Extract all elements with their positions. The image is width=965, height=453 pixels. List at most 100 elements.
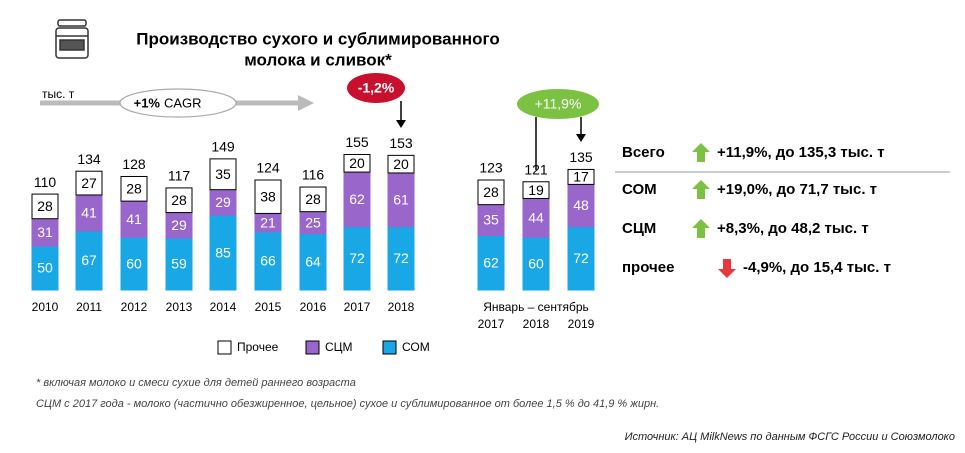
bar-segment — [567, 183, 595, 228]
total-label: 134 — [77, 151, 101, 167]
summary-change: +8,3%, до 48,2 тыс. т — [717, 220, 869, 237]
bar-segment — [477, 204, 505, 236]
segment-label: 72 — [349, 250, 365, 266]
total-label: 153 — [389, 135, 413, 151]
bar-segment — [567, 168, 595, 185]
x-tick-label: 2010 — [32, 300, 59, 314]
bar-segment — [31, 193, 59, 220]
x-tick-label: 2018 — [388, 300, 415, 314]
bar-segment — [75, 170, 103, 196]
segment-label: 38 — [260, 188, 276, 204]
total-label: 124 — [256, 160, 280, 176]
bar-segment — [477, 179, 505, 206]
segment-label: 28 — [305, 191, 321, 207]
legend-label: СЦМ — [325, 340, 353, 354]
segment-label: 35 — [215, 166, 231, 182]
legend: Прочее СЦМ СОМ — [217, 340, 430, 355]
segment-label: 20 — [393, 156, 409, 172]
direction-arrow — [718, 259, 736, 278]
bar-segment — [165, 212, 193, 239]
x-tick-label: 2016 — [300, 300, 327, 314]
segment-label: 60 — [126, 255, 142, 271]
summary-change: +19,0%, до 71,7 тыс. т — [717, 181, 877, 198]
segment-label: 50 — [37, 260, 53, 276]
bar-segment — [299, 186, 327, 213]
total-label: 110 — [34, 174, 57, 190]
bar-segment — [75, 194, 103, 232]
segment-label: 28 — [171, 192, 187, 208]
change-2018: -1,2% — [358, 80, 395, 96]
x-tick-label: 2013 — [166, 300, 193, 314]
segment-label: 66 — [260, 253, 276, 269]
bar-segment — [343, 153, 371, 173]
summary-change: -4,9%, до 15,4 тыс. т — [743, 259, 891, 276]
segment-label: 85 — [215, 244, 231, 260]
segment-label: 27 — [81, 175, 97, 191]
total-label: 116 — [302, 167, 325, 183]
segment-label: 19 — [528, 182, 544, 198]
segment-label: 64 — [305, 254, 321, 270]
summary-label: СОМ — [622, 181, 657, 198]
segment-label: 72 — [393, 250, 409, 266]
direction-arrow — [692, 143, 710, 162]
source: Источник: АЦ MilkNews по данным ФСГС Рос… — [625, 431, 955, 443]
x-tick-label: 2017 — [344, 300, 371, 314]
change-2018-callout — [347, 73, 406, 128]
cagr-arrow — [40, 88, 314, 118]
x-tick-label: 2017 — [478, 317, 505, 331]
legend-swatch — [305, 340, 320, 355]
change-2019-callout — [517, 89, 599, 170]
change-2019: +11,9% — [535, 96, 582, 112]
bar-segment — [165, 237, 193, 291]
total-label: 155 — [345, 134, 369, 150]
segment-label: 31 — [37, 224, 53, 240]
bar-segment — [31, 245, 59, 291]
summary-label: СЦМ — [622, 220, 656, 237]
segment-label: 59 — [171, 256, 187, 272]
segment-label: 29 — [215, 194, 231, 210]
x-tick-label: 2014 — [210, 300, 237, 314]
segment-label: 20 — [349, 155, 365, 171]
segment-label: 28 — [37, 198, 53, 214]
segment-label: 41 — [81, 205, 97, 221]
milk-can-icon — [55, 19, 89, 59]
total-label: 128 — [122, 156, 146, 172]
bar-segment — [477, 234, 505, 291]
bar-segment — [343, 226, 371, 291]
cagr-label: CAGR — [164, 95, 202, 110]
footnote: СЦМ с 2017 года - молоко (частично обезж… — [36, 398, 659, 410]
cagr-value: +1% — [134, 95, 161, 110]
x-tick-label: 2018 — [523, 317, 550, 331]
bar-segment — [522, 236, 550, 291]
bars: 50 31 28 110 2010 67 41 27 134 2011 60 41 28 128 2012 5… — [31, 134, 595, 331]
x-tick-label: 2012 — [121, 300, 148, 314]
x-tick-label: 2011 — [76, 300, 102, 314]
total-label: 117 — [168, 168, 191, 184]
bar-segment — [387, 154, 415, 174]
bar-segment — [209, 158, 237, 191]
segment-label: 28 — [483, 184, 499, 200]
segment-label: 21 — [260, 214, 276, 230]
legend-label: СОМ — [402, 340, 430, 354]
bar-segment — [120, 236, 148, 291]
segment-label: 61 — [393, 192, 409, 208]
bar-segment — [254, 231, 282, 291]
summary-panel: Всего +11,9%, до 135,3 тыс. т СОМ +19,0%, д… — [622, 143, 891, 278]
segment-label: 35 — [483, 212, 499, 228]
legend-swatch — [217, 340, 232, 355]
segment-label: 48 — [573, 197, 589, 213]
segment-label: 17 — [573, 169, 589, 185]
legend-label: Прочее — [237, 340, 279, 354]
segment-label: 67 — [81, 252, 97, 268]
segment-label: 72 — [573, 250, 589, 266]
bar-segment — [254, 179, 282, 214]
total-label: 123 — [479, 160, 503, 176]
segment-label: 62 — [483, 254, 499, 270]
direction-arrow — [692, 219, 710, 238]
unit-label: тыс. т — [42, 87, 75, 101]
bar-segment — [31, 218, 59, 247]
segment-label: 29 — [171, 217, 187, 233]
bar-segment — [75, 230, 103, 291]
segment-label: 41 — [126, 211, 142, 227]
total-label: 149 — [211, 139, 235, 155]
